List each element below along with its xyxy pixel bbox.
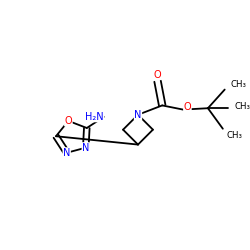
Text: N: N (63, 148, 70, 158)
Text: CH₃: CH₃ (235, 102, 250, 111)
Text: H₂N: H₂N (85, 112, 104, 122)
Text: N: N (82, 143, 90, 153)
Text: O: O (184, 102, 191, 112)
Text: CH₃: CH₃ (226, 131, 242, 140)
Text: CH₃: CH₃ (230, 80, 246, 90)
Text: O: O (64, 116, 72, 126)
Text: N: N (134, 110, 142, 120)
Text: O: O (154, 70, 162, 80)
